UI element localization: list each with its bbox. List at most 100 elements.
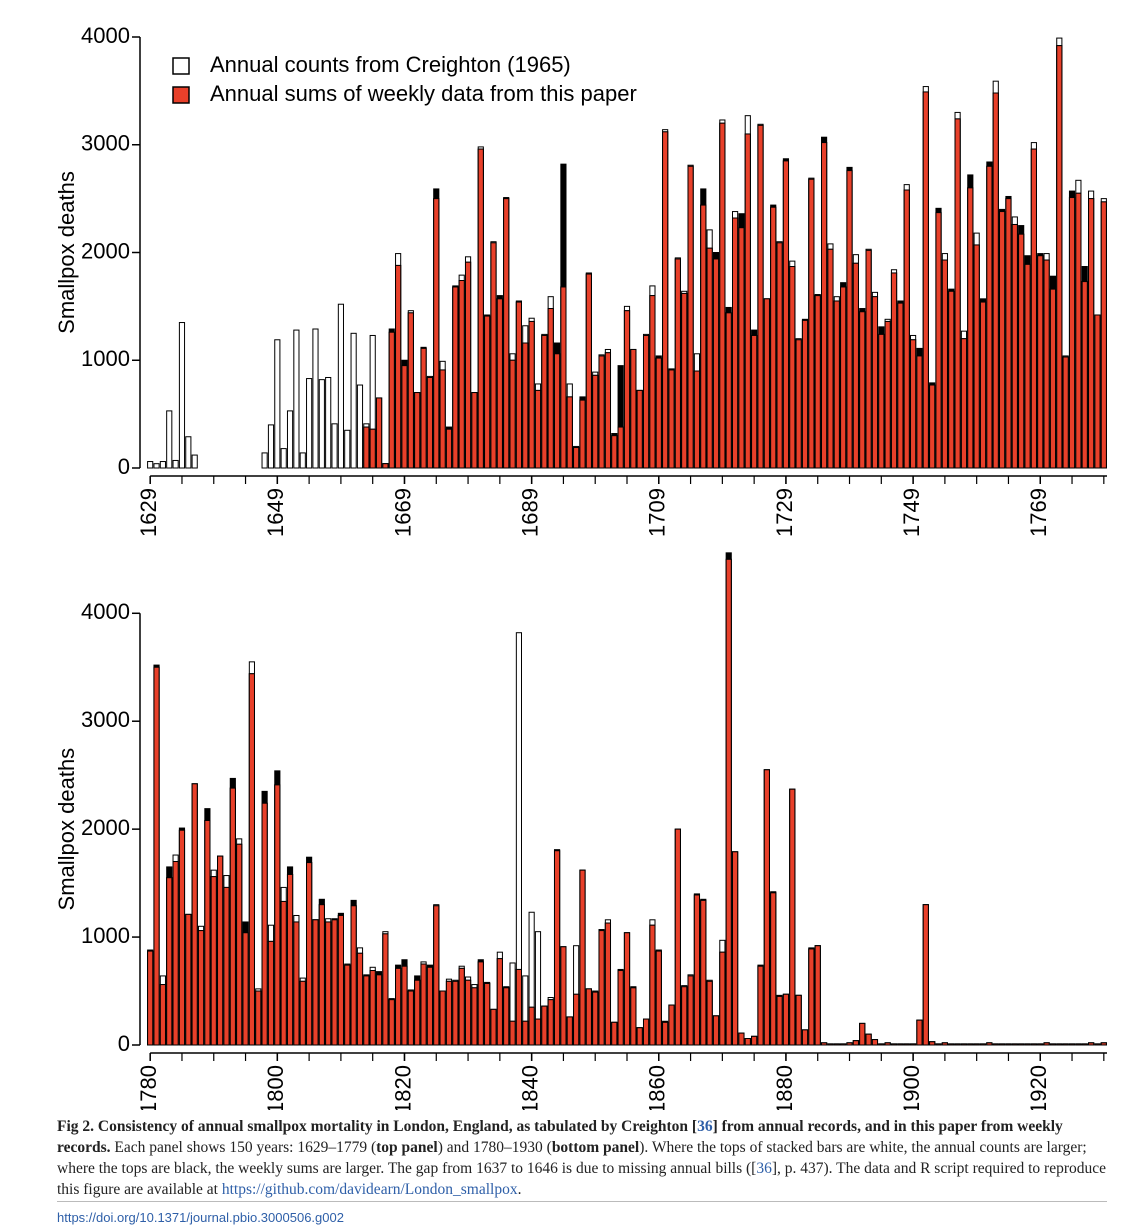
weekly-sum-bar — [662, 131, 669, 469]
weekly-sum-bar — [840, 1043, 847, 1046]
weekly-sum-bar — [833, 300, 840, 469]
weekly-sum-bar — [738, 227, 745, 469]
annual-count-bar — [293, 329, 300, 469]
weekly-sum-bar — [1024, 1043, 1031, 1046]
weekly-sum-bar — [274, 784, 281, 1046]
annual-count-bar — [337, 303, 344, 469]
x-tick-label: 1629 — [136, 488, 161, 537]
weekly-sum-bar — [903, 189, 910, 469]
weekly-sum-bar — [604, 352, 612, 469]
weekly-sum-bar — [490, 242, 497, 469]
weekly-sum-bar — [795, 994, 802, 1046]
caption-text: . — [517, 1181, 522, 1198]
weekly-sum-bar — [865, 249, 872, 469]
caption-text[interactable]: https://github.com/davidearn/London_smal… — [221, 1181, 518, 1198]
weekly-sum-bar — [197, 930, 205, 1046]
weekly-sum-bar — [420, 347, 427, 469]
weekly-sum-bar — [414, 979, 421, 1046]
legend-label: Annual sums of weekly data from this pap… — [210, 81, 637, 106]
annual-count-bar — [306, 378, 313, 469]
weekly-sum-bar — [464, 979, 472, 1046]
weekly-sum-bar — [1100, 201, 1107, 469]
weekly-sum-bar — [744, 1038, 751, 1046]
caption-text[interactable]: 36 — [697, 1118, 713, 1135]
weekly-sum-bar — [776, 995, 783, 1046]
weekly-sum-bar — [814, 295, 821, 469]
weekly-sum-bar — [560, 946, 567, 1046]
weekly-sum-bar — [910, 339, 917, 469]
weekly-sum-bar — [490, 1008, 497, 1046]
weekly-sum-bar — [375, 397, 383, 469]
weekly-sum-bar — [318, 904, 325, 1046]
weekly-sum-bar — [757, 965, 764, 1046]
weekly-sum-bar — [725, 558, 732, 1046]
weekly-sum-bar — [935, 1043, 942, 1046]
caption-text[interactable]: 36 — [756, 1160, 772, 1177]
weekly-sum-bar — [732, 851, 739, 1046]
annual-count-bar — [267, 424, 275, 469]
weekly-sum-bar — [604, 922, 612, 1046]
weekly-sum-bar — [916, 355, 923, 469]
weekly-sum-bar — [630, 348, 637, 469]
annual-count-bar — [318, 379, 325, 469]
weekly-sum-bar — [1037, 255, 1044, 469]
weekly-sum-bar — [471, 987, 478, 1046]
weekly-sum-bar — [1081, 1043, 1088, 1046]
weekly-sum-bar — [369, 970, 376, 1046]
doi-link[interactable]: https://doi.org/10.1371/journal.pbio.300… — [57, 1210, 344, 1225]
weekly-sum-bar — [242, 932, 249, 1046]
weekly-sum-bar — [992, 1043, 999, 1046]
weekly-sum-bar — [293, 921, 300, 1046]
weekly-sum-bar — [375, 974, 383, 1046]
weekly-sum-bar — [636, 1027, 643, 1046]
weekly-sum-bar — [859, 1022, 866, 1046]
weekly-sum-bar — [623, 310, 631, 469]
caption-text: ] from annual records, and in this paper… — [57, 1118, 1063, 1156]
weekly-sum-bar — [827, 1043, 834, 1046]
weekly-sum-bar — [801, 1029, 809, 1046]
caption: Fig 2. Consistency of annual smallpox mo… — [57, 1116, 1107, 1200]
weekly-sum-bar — [897, 302, 904, 469]
y-tick-label: 1000 — [81, 346, 130, 371]
weekly-sum-bar — [1024, 263, 1031, 469]
y-axis-label: Smallpox deaths — [54, 748, 79, 911]
weekly-sum-bar — [967, 187, 974, 469]
weekly-sum-bar — [598, 930, 605, 1046]
weekly-sum-bar — [255, 990, 262, 1046]
weekly-sum-bar — [630, 987, 637, 1046]
legend-swatch — [172, 57, 190, 75]
weekly-sum-bar — [712, 258, 720, 469]
x-tick-label: 1780 — [136, 1065, 161, 1110]
weekly-sum-bar — [1049, 288, 1057, 469]
weekly-sum-bar — [496, 298, 503, 469]
weekly-sum-bar — [464, 261, 472, 469]
weekly-sum-bar — [922, 91, 929, 469]
weekly-sum-bar — [496, 958, 503, 1046]
weekly-sum-bar — [573, 447, 580, 469]
weekly-sum-bar — [178, 829, 186, 1046]
x-tick-label: 1769 — [1026, 488, 1051, 537]
annual-count-bar — [178, 322, 186, 469]
weekly-sum-bar — [1068, 1043, 1076, 1046]
weekly-sum-bar — [617, 970, 624, 1046]
weekly-sum-bar — [789, 266, 796, 469]
weekly-sum-bar — [999, 211, 1006, 469]
weekly-sum-bar — [515, 968, 522, 1046]
weekly-sum-bar — [636, 389, 643, 469]
weekly-sum-bar — [147, 950, 154, 1046]
weekly-sum-bar — [611, 1021, 618, 1046]
weekly-sum-bar — [642, 1018, 650, 1046]
weekly-sum-bar — [1005, 1043, 1012, 1046]
weekly-sum-bar — [395, 264, 402, 469]
weekly-sum-bar — [439, 369, 446, 469]
weekly-sum-bar — [878, 1043, 885, 1046]
weekly-sum-bar — [553, 850, 561, 1046]
weekly-sum-bar — [210, 876, 217, 1046]
weekly-sum-bar — [852, 262, 859, 469]
x-tick-label: 1920 — [1026, 1065, 1051, 1110]
weekly-sum-bar — [426, 376, 433, 469]
weekly-sum-bar — [1081, 281, 1088, 469]
x-tick-label: 1840 — [517, 1065, 542, 1110]
y-tick-label: 0 — [118, 1031, 130, 1056]
weekly-sum-bar — [674, 828, 681, 1046]
